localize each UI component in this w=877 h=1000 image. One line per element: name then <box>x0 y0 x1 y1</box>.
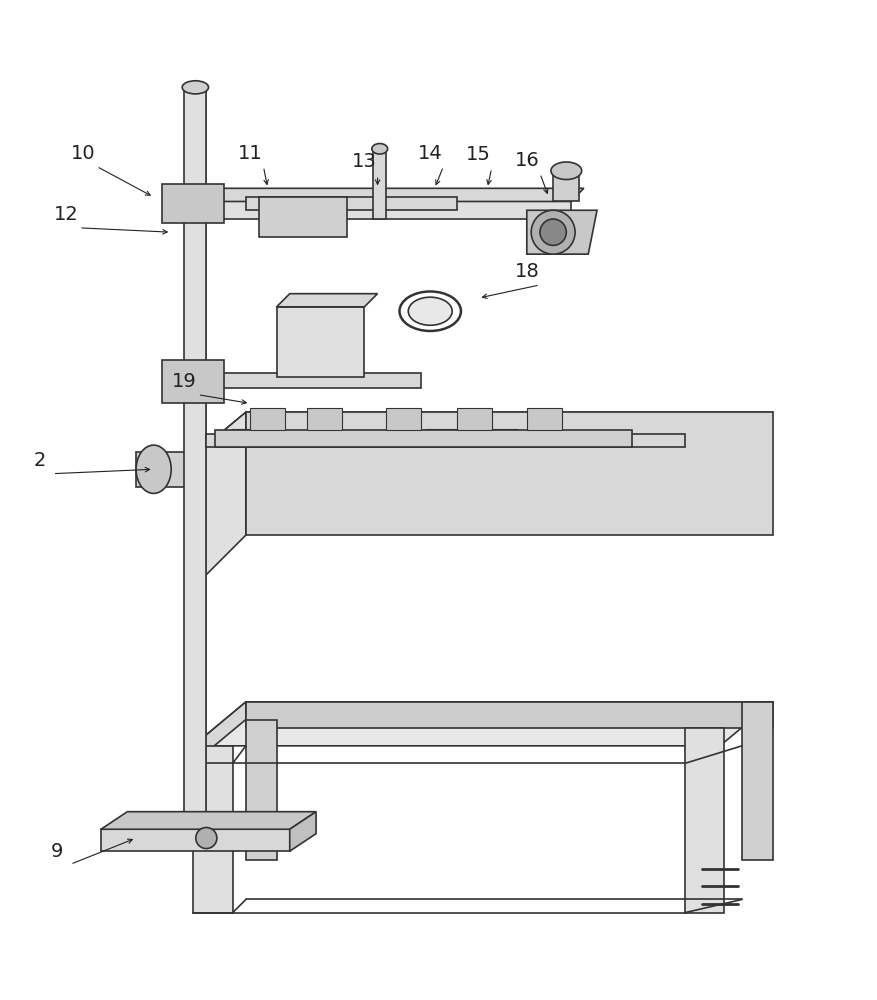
Polygon shape <box>741 702 772 860</box>
Polygon shape <box>193 412 772 456</box>
Ellipse shape <box>372 144 388 154</box>
Polygon shape <box>206 373 421 388</box>
Polygon shape <box>246 412 772 535</box>
Text: 10: 10 <box>71 144 96 163</box>
Circle shape <box>539 219 566 245</box>
Ellipse shape <box>551 162 581 180</box>
Text: 19: 19 <box>172 372 196 391</box>
Ellipse shape <box>182 81 209 94</box>
Polygon shape <box>101 812 316 829</box>
Polygon shape <box>526 210 596 254</box>
Text: 18: 18 <box>514 262 538 281</box>
Text: 9: 9 <box>51 842 63 861</box>
Polygon shape <box>421 430 517 443</box>
Text: 11: 11 <box>238 144 262 163</box>
Polygon shape <box>184 201 570 219</box>
Polygon shape <box>373 149 386 219</box>
Text: 14: 14 <box>417 144 442 163</box>
Polygon shape <box>215 430 631 447</box>
Text: 2: 2 <box>33 451 46 470</box>
Polygon shape <box>276 294 377 307</box>
Polygon shape <box>386 408 421 430</box>
Polygon shape <box>250 408 285 430</box>
Ellipse shape <box>408 297 452 325</box>
Polygon shape <box>246 719 276 860</box>
Text: 12: 12 <box>53 205 78 224</box>
Polygon shape <box>193 702 246 763</box>
Polygon shape <box>184 87 206 834</box>
Text: 15: 15 <box>466 145 490 164</box>
Text: 16: 16 <box>514 151 538 170</box>
Polygon shape <box>193 412 246 588</box>
Polygon shape <box>289 812 316 851</box>
Polygon shape <box>246 702 772 728</box>
Polygon shape <box>162 184 224 223</box>
Polygon shape <box>193 746 232 913</box>
Polygon shape <box>162 360 224 403</box>
Polygon shape <box>276 307 364 377</box>
Text: 13: 13 <box>352 152 376 171</box>
Polygon shape <box>307 408 342 430</box>
Polygon shape <box>136 452 193 487</box>
Polygon shape <box>456 408 491 430</box>
Polygon shape <box>526 408 561 430</box>
Polygon shape <box>206 434 684 447</box>
Polygon shape <box>259 197 346 237</box>
Polygon shape <box>193 702 772 746</box>
Ellipse shape <box>136 445 171 493</box>
Polygon shape <box>246 197 456 210</box>
Polygon shape <box>228 430 281 443</box>
Polygon shape <box>184 188 583 201</box>
Circle shape <box>531 210 574 254</box>
Circle shape <box>196 827 217 849</box>
Polygon shape <box>684 728 724 913</box>
Polygon shape <box>101 829 289 851</box>
Polygon shape <box>553 171 579 201</box>
